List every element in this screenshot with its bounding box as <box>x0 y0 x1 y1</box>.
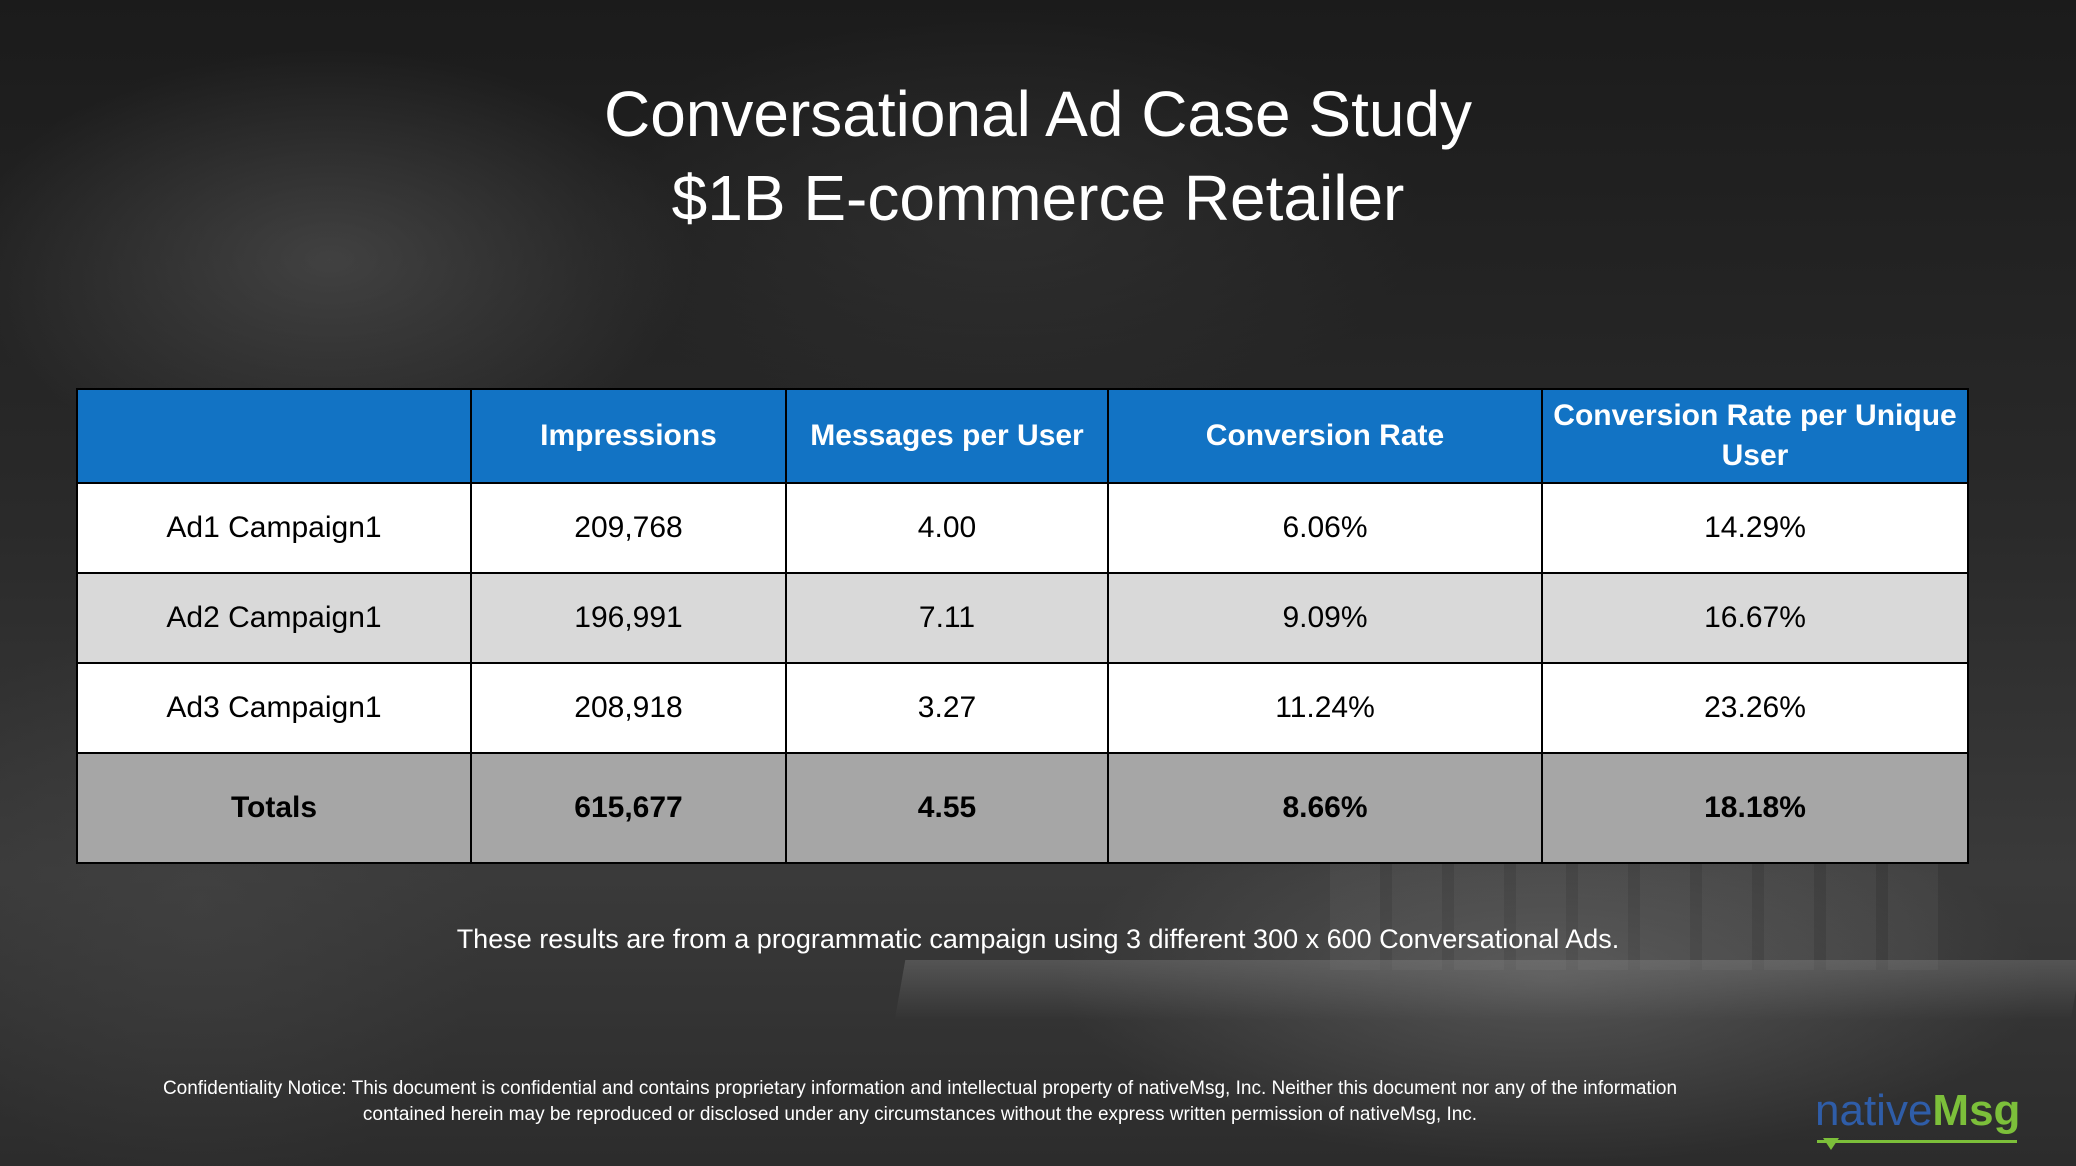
title-line-2: $1B E-commerce Retailer <box>0 156 2076 240</box>
confidentiality-line-1: Confidentiality Notice: This document is… <box>100 1076 1740 1102</box>
logo-bubble-tail-icon <box>1823 1138 1839 1150</box>
confidentiality-notice: Confidentiality Notice: This document is… <box>100 1076 1740 1128</box>
totals-conversion-unique: 18.18% <box>1542 753 1968 863</box>
table-header-row: Impressions Messages per User Conversion… <box>77 389 1968 483</box>
cell-conversion-unique: 23.26% <box>1542 663 1968 753</box>
totals-impressions: 615,677 <box>471 753 786 863</box>
header-conversion-rate: Conversion Rate <box>1108 389 1542 483</box>
logo-text-msg: Msg <box>1932 1086 2020 1135</box>
header-impressions: Impressions <box>471 389 786 483</box>
cell-impressions: 208,918 <box>471 663 786 753</box>
table-row: Ad3 Campaign1 208,918 3.27 11.24% 23.26% <box>77 663 1968 753</box>
cell-conversion-unique: 16.67% <box>1542 573 1968 663</box>
totals-conversion: 8.66% <box>1108 753 1542 863</box>
table-row: Ad1 Campaign1 209,768 4.00 6.06% 14.29% <box>77 483 1968 573</box>
row-name: Ad1 Campaign1 <box>77 483 471 573</box>
cell-impressions: 196,991 <box>471 573 786 663</box>
row-name: Ad2 Campaign1 <box>77 573 471 663</box>
title-line-1: Conversational Ad Case Study <box>0 72 2076 156</box>
confidentiality-line-2: contained herein may be reproduced or di… <box>100 1102 1740 1128</box>
slide-title: Conversational Ad Case Study $1B E-comme… <box>0 72 2076 240</box>
cell-impressions: 209,768 <box>471 483 786 573</box>
cell-messages: 4.00 <box>786 483 1108 573</box>
totals-label: Totals <box>77 753 471 863</box>
cell-conversion: 6.06% <box>1108 483 1542 573</box>
cell-messages: 3.27 <box>786 663 1108 753</box>
cell-conversion: 11.24% <box>1108 663 1542 753</box>
header-messages-per-user: Messages per User <box>786 389 1108 483</box>
nativemsg-logo: nativeMsg <box>1815 1086 2030 1152</box>
results-note: These results are from a programmatic ca… <box>0 924 2076 955</box>
header-conversion-rate-unique: Conversion Rate per Unique User <box>1542 389 1968 483</box>
cell-conversion-unique: 14.29% <box>1542 483 1968 573</box>
cell-messages: 7.11 <box>786 573 1108 663</box>
logo-text-native: native <box>1815 1086 1932 1135</box>
table-row: Ad2 Campaign1 196,991 7.11 9.09% 16.67% <box>77 573 1968 663</box>
row-name: Ad3 Campaign1 <box>77 663 471 753</box>
background-laptop-edge <box>895 960 2076 1020</box>
results-table: Impressions Messages per User Conversion… <box>76 388 1969 864</box>
header-blank <box>77 389 471 483</box>
logo-bubble-underline <box>1817 1132 2017 1143</box>
cell-conversion: 9.09% <box>1108 573 1542 663</box>
totals-messages: 4.55 <box>786 753 1108 863</box>
totals-row: Totals 615,677 4.55 8.66% 18.18% <box>77 753 1968 863</box>
